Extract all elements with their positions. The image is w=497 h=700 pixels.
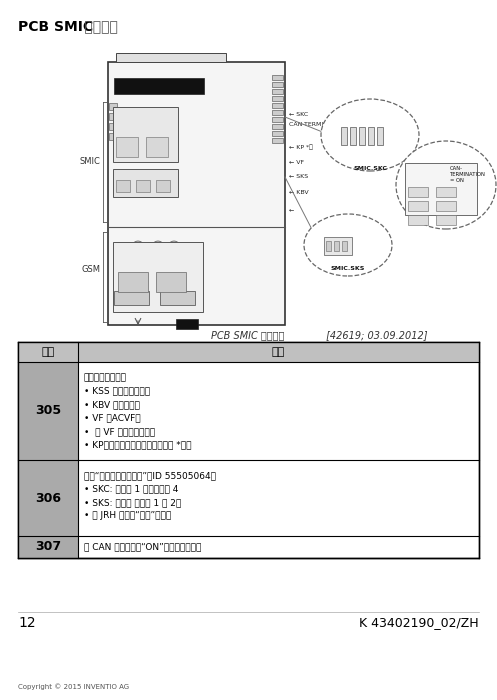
Text: Copyright © 2015 INVENTIO AG: Copyright © 2015 INVENTIO AG: [18, 683, 129, 690]
Text: K 43402190_02/ZH: K 43402190_02/ZH: [359, 616, 479, 629]
Text: CAN-: CAN-: [450, 166, 463, 171]
Bar: [116, 137, 138, 157]
Bar: [156, 180, 170, 192]
Text: ← SKC: ← SKC: [289, 111, 308, 116]
Bar: [272, 75, 283, 80]
Bar: [272, 124, 283, 129]
Bar: [108, 62, 285, 325]
Bar: [78, 342, 479, 362]
Text: 307: 307: [35, 540, 61, 554]
Text: ← SKS: ← SKS: [289, 174, 308, 179]
Bar: [272, 82, 283, 87]
Circle shape: [132, 241, 144, 253]
Bar: [113, 242, 203, 312]
Text: 插入以下连接头：: 插入以下连接头：: [84, 373, 127, 382]
Text: GSM: GSM: [81, 265, 100, 274]
Bar: [146, 137, 168, 157]
Bar: [408, 187, 428, 197]
Text: SMIC: SMIC: [79, 158, 100, 167]
Bar: [272, 103, 283, 108]
Bar: [109, 123, 117, 130]
Text: CAN-TERMINATION= ON: CAN-TERMINATION= ON: [289, 122, 364, 127]
Text: • KP：如果存在插头，则进行短接 *）。: • KP：如果存在插头，则进行短接 *）。: [84, 440, 191, 449]
Bar: [114, 78, 204, 94]
Bar: [272, 96, 283, 101]
Bar: [350, 127, 356, 145]
Text: SMIC.SKS: SMIC.SKS: [331, 266, 365, 271]
Text: ←: ←: [289, 207, 294, 213]
Bar: [109, 133, 117, 140]
Text: PCB SMIC 上的连接: PCB SMIC 上的连接: [211, 330, 285, 340]
Bar: [342, 241, 347, 251]
Bar: [408, 215, 428, 225]
Bar: [160, 291, 195, 305]
Bar: [113, 169, 178, 197]
Bar: [272, 138, 283, 143]
Bar: [272, 110, 283, 115]
Text: • VF （ACVF）: • VF （ACVF）: [84, 414, 141, 423]
Bar: [377, 127, 383, 145]
Text: • KSS （轿廂悬挂点）: • KSS （轿廂悬挂点）: [84, 386, 150, 395]
Text: • 将 JRH 切换至“召回”位置。: • 将 JRH 切换至“召回”位置。: [84, 512, 171, 521]
Bar: [436, 187, 456, 197]
Text: 将 CAN 终端设置到“ON”（打开）位置。: 将 CAN 终端设置到“ON”（打开）位置。: [84, 542, 201, 552]
Bar: [359, 127, 365, 145]
Text: ← KBV: ← KBV: [289, 190, 309, 195]
Bar: [109, 113, 117, 120]
Bar: [18, 342, 479, 558]
Text: •  将 VF 电缆屏蔽层接地: • 将 VF 电缆屏蔽层接地: [84, 427, 155, 436]
Bar: [408, 201, 428, 211]
Bar: [136, 180, 150, 192]
Text: = ON: = ON: [450, 178, 464, 183]
Bar: [109, 103, 117, 110]
Bar: [436, 215, 456, 225]
Text: SMIC.SKC: SMIC.SKC: [353, 166, 387, 171]
Text: ← KP *）: ← KP *）: [289, 144, 313, 150]
Text: 12: 12: [18, 616, 36, 630]
Bar: [368, 127, 374, 145]
Text: 编号: 编号: [41, 347, 55, 357]
Bar: [18, 460, 78, 536]
Circle shape: [168, 241, 180, 253]
Text: 步骤: 步骤: [272, 347, 285, 357]
Text: ← VF: ← VF: [289, 160, 304, 164]
Bar: [18, 536, 78, 558]
Bar: [118, 272, 148, 292]
Bar: [272, 89, 283, 94]
Bar: [405, 163, 477, 215]
Text: 利用“轿廂安装运行组件”（ID 55505064）: 利用“轿廂安装运行组件”（ID 55505064）: [84, 471, 216, 480]
Ellipse shape: [304, 214, 392, 276]
Bar: [18, 362, 78, 460]
Bar: [116, 180, 130, 192]
Text: • SKC: 将针脚 1 短接到针脚 4: • SKC: 将针脚 1 短接到针脚 4: [84, 484, 178, 494]
Bar: [113, 107, 178, 162]
Text: 305: 305: [35, 405, 61, 417]
Circle shape: [152, 241, 164, 253]
Bar: [156, 272, 186, 292]
Ellipse shape: [321, 99, 419, 171]
Text: • SKS: 短接线 （针脚 1 到 2）: • SKS: 短接线 （针脚 1 到 2）: [84, 498, 181, 507]
Bar: [272, 131, 283, 136]
Text: 306: 306: [35, 491, 61, 505]
Bar: [341, 127, 347, 145]
Bar: [326, 241, 331, 251]
Bar: [324, 237, 352, 255]
Text: TERMINATION: TERMINATION: [450, 172, 486, 177]
Text: • KBV （限速器）: • KBV （限速器）: [84, 400, 140, 409]
Bar: [18, 342, 78, 362]
Text: 上的连接: 上的连接: [80, 20, 118, 34]
Bar: [114, 291, 149, 305]
Bar: [116, 53, 226, 62]
Ellipse shape: [396, 141, 496, 229]
Bar: [176, 319, 198, 329]
Text: PCB SMIC: PCB SMIC: [18, 20, 93, 34]
Bar: [272, 117, 283, 122]
Bar: [334, 241, 339, 251]
Text: [42619; 03.09.2012]: [42619; 03.09.2012]: [323, 330, 427, 340]
Bar: [436, 201, 456, 211]
